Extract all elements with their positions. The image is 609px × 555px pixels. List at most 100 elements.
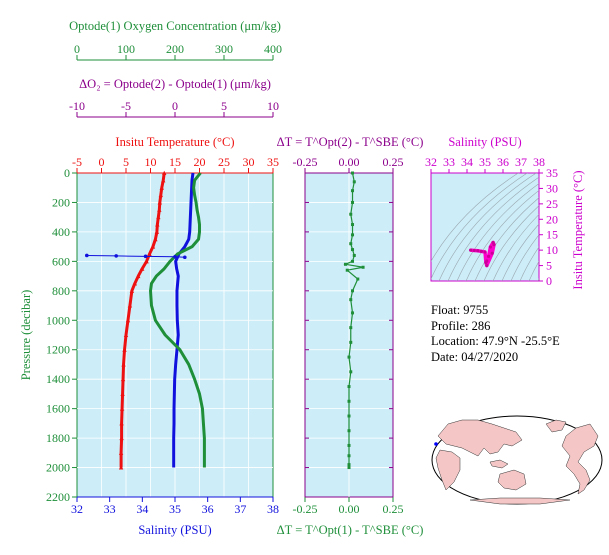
dt-point: [349, 242, 353, 246]
dt-point: [347, 429, 351, 433]
ts-ylabel: Insitu Temperature (°C): [571, 170, 585, 289]
dt-point: [347, 414, 351, 418]
dt-top-tick-label: -0.25: [293, 155, 318, 169]
dt-top-tick-label: 0.25: [383, 155, 404, 169]
ts-point: [472, 248, 476, 253]
temperature-point: [132, 281, 138, 286]
ts-density-contour: [528, 260, 539, 281]
temperature-point: [123, 332, 129, 337]
ts-y-tick-label: 5: [546, 259, 552, 273]
delta-o2-axis-tick-label: 10: [267, 99, 279, 113]
ts-point: [490, 251, 494, 255]
temperature-point: [157, 200, 163, 205]
ts-x-tick-label: 34: [461, 155, 473, 169]
dt-point: [345, 268, 349, 272]
delta-o2-axis-tick-label: 0: [172, 99, 178, 113]
salinity-axis-title: Salinity (PSU): [138, 523, 211, 537]
dt-top-tick-label: 0.00: [339, 155, 360, 169]
pressure-tick-label: 200: [52, 195, 70, 209]
ts-x-tick-label: 38: [533, 155, 545, 169]
temperature-point: [121, 362, 126, 367]
dt-line: [343, 172, 364, 468]
temperature-point: [120, 391, 125, 396]
salinity-axis-tick-label: 37: [234, 502, 246, 516]
ts-title: Salinity (PSU): [448, 135, 521, 149]
ts-density-contour: [456, 183, 539, 281]
ts-point: [488, 245, 492, 249]
dt-point: [351, 189, 355, 193]
delta-o2-axis-tick-label: 5: [221, 99, 227, 113]
pressure-tick-label: 1600: [46, 402, 70, 416]
temperature-axis-tick-label: 10: [145, 155, 157, 169]
temperature-axis-tick-label: 5: [123, 155, 129, 169]
dt-point: [347, 454, 351, 458]
ts-density-contour: [510, 234, 539, 281]
dt-bottom-title: ΔT = T^Opt(1) - T^SBE (°C): [277, 523, 424, 537]
temperature-axis-tick-label: 0: [99, 155, 105, 169]
pressure-tick-label: 1800: [46, 431, 70, 445]
ts-x-tick-label: 35: [479, 155, 491, 169]
pressure-tick-label: 1000: [46, 313, 70, 327]
dt-point: [349, 370, 353, 374]
delta-o2-axis-tick-label: -5: [121, 99, 131, 113]
temperature-point: [127, 303, 133, 308]
dt-point: [351, 223, 355, 227]
ts-density-contour: [447, 176, 539, 281]
oxygen-axis-tick-label: 200: [166, 42, 184, 56]
ts-density-contour: [438, 173, 537, 281]
delta-o2-point: [173, 254, 177, 259]
temperature-point: [119, 406, 125, 411]
ts-point: [491, 240, 495, 245]
temperature-point: [119, 435, 124, 441]
temperature-point: [154, 229, 160, 234]
temperature-axis-title: Insitu Temperature (°C): [115, 135, 234, 149]
world-map: [431, 415, 603, 505]
oxygen-axis-tick-label: 0: [74, 42, 80, 56]
oxygen-axis-tick-label: 300: [215, 42, 233, 56]
ts-point: [476, 249, 480, 253]
dt-point: [343, 262, 347, 266]
dt-point: [349, 326, 353, 330]
dt-point: [361, 265, 365, 269]
dt-point: [347, 355, 351, 359]
ts-y-tick-label: 20: [546, 212, 558, 226]
salinity-axis-tick-label: 34: [136, 502, 148, 516]
ts-density-contour: [501, 223, 539, 281]
dt-point: [351, 233, 355, 237]
ts-point: [479, 249, 483, 253]
dt-point: [347, 385, 351, 389]
temperature-point: [162, 170, 167, 175]
dt-point: [349, 298, 353, 302]
ts-density-contour: [465, 190, 539, 281]
dt-point: [347, 399, 351, 403]
float-location: Location: 47.9°N -25.5°E: [431, 334, 560, 348]
temperature-point: [155, 222, 160, 227]
delta-o2-axis-tick-label: -10: [69, 99, 85, 113]
dt-point: [349, 340, 353, 344]
dt-point: [351, 200, 355, 204]
ts-y-tick-label: 30: [546, 181, 558, 195]
pressure-tick-label: 600: [52, 254, 70, 268]
temperature-point: [139, 266, 145, 271]
profile-grid: [77, 173, 273, 497]
ts-x-tick-label: 36: [497, 155, 509, 169]
temperature-point: [153, 237, 158, 242]
ts-point: [485, 263, 489, 268]
pressure-axis-title: Pressure (decibar): [19, 290, 33, 381]
dt-point: [352, 180, 356, 184]
dt-axes: -0.25 -0.25 0.00 0.00 0.25 0.25: [293, 155, 404, 516]
pressure-tick-label: 400: [52, 225, 70, 239]
pressure-tick-label: 800: [52, 284, 70, 298]
map-land-australia: [497, 469, 527, 491]
pressure-tick-label: 2200: [46, 490, 70, 504]
profile-number: Profile: 286: [431, 318, 491, 333]
map-land-indonesia: [489, 459, 509, 469]
oxygen-axis-tick-label: 400: [264, 42, 282, 56]
temperature-point: [161, 178, 166, 183]
ts-point: [483, 250, 487, 254]
profile-series: [85, 170, 206, 470]
ts-y-tick-label: 10: [546, 243, 558, 257]
temperature-point: [136, 273, 141, 279]
